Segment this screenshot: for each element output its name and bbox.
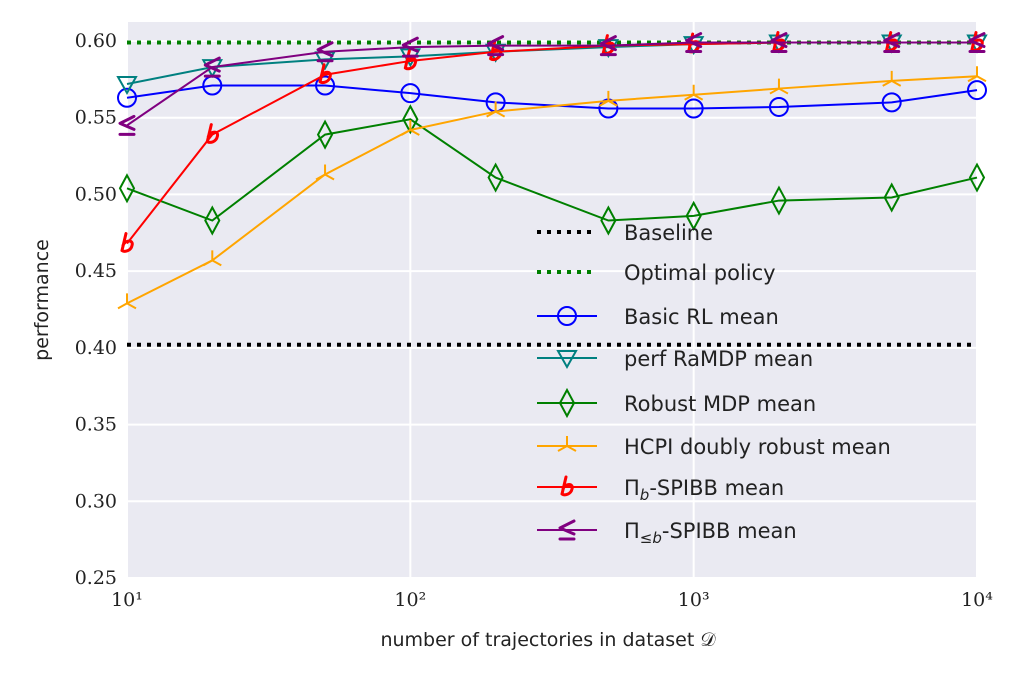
data-point — [598, 90, 618, 107]
series-tri — [117, 66, 987, 310]
data-point — [883, 32, 901, 54]
series-thin-diamond — [118, 104, 986, 236]
series-line — [126, 41, 977, 127]
y-tick-label: 0.25 — [75, 567, 117, 589]
data-point — [118, 114, 136, 136]
legend-entry: Baseline — [537, 221, 713, 245]
data-point — [318, 63, 332, 85]
legend-marker — [556, 350, 578, 370]
data-point — [120, 232, 134, 253]
data-point — [117, 87, 137, 108]
data-point — [401, 36, 419, 58]
y-tick-label: 0.35 — [75, 414, 117, 436]
series-line — [126, 75, 978, 305]
legend-entry: HCPI doubly robust mean — [537, 435, 891, 459]
legend-marker — [558, 519, 576, 541]
data-point — [882, 70, 902, 87]
data-point — [118, 173, 136, 204]
data-point — [203, 56, 221, 78]
y-tick-label: 0.30 — [75, 490, 117, 512]
legend-entry: Optimal policy — [537, 261, 776, 285]
legend-label: Basic RL mean — [624, 305, 779, 329]
legend-label: HCPI doubly robust mean — [624, 435, 891, 459]
data-point — [486, 101, 506, 118]
data-point — [315, 164, 335, 181]
data-point — [316, 41, 334, 63]
plot-area — [127, 22, 977, 578]
y-tick-label: 0.40 — [75, 337, 117, 359]
data-point — [768, 96, 789, 117]
legend-entry: Basic RL mean — [537, 305, 779, 329]
x-tick-label: 10² — [394, 589, 426, 611]
data-point — [883, 182, 900, 213]
data-point — [202, 250, 222, 267]
data-point — [487, 35, 505, 57]
x-axis-label: number of trajectories in dataset 𝒟 — [380, 629, 716, 651]
series-line — [126, 118, 978, 222]
data-point — [685, 32, 703, 54]
legend-label: Robust MDP mean — [624, 392, 816, 416]
data-point — [967, 66, 987, 83]
data-point — [769, 78, 789, 95]
legend-entry: perf RaMDP mean — [537, 347, 813, 371]
data-point — [967, 80, 987, 101]
legend-label: Optimal policy — [624, 261, 776, 285]
legend-marker — [557, 306, 577, 326]
data-point — [881, 92, 902, 113]
legend-entry: Π≤b-SPIBB mean — [537, 519, 797, 547]
data-point — [117, 293, 137, 310]
data-point — [204, 205, 221, 236]
data-point — [315, 75, 336, 96]
series-leq — [118, 32, 986, 136]
data-point — [968, 162, 986, 193]
x-tick-label: 10⁴ — [961, 589, 993, 611]
data-point — [116, 75, 138, 95]
y-tick-label: 0.50 — [75, 183, 117, 205]
data-point — [968, 32, 986, 54]
x-tick-label: 10³ — [678, 589, 710, 611]
legend-entry: Robust MDP mean — [537, 387, 816, 419]
x-tick-label: 10¹ — [111, 589, 143, 611]
legend-marker — [558, 387, 576, 419]
legend-marker — [560, 475, 574, 497]
y-axis-label: performance — [31, 239, 53, 361]
data-point — [402, 104, 419, 135]
data-point — [205, 123, 220, 144]
y-tick-label: 0.60 — [75, 30, 117, 52]
legend-entry: Πb-SPIBB mean — [537, 475, 784, 504]
legend-label: perf RaMDP mean — [624, 347, 813, 371]
data-point — [683, 98, 704, 119]
data-point — [400, 83, 421, 104]
data-point — [599, 35, 617, 57]
legend-label: Π≤b-SPIBB mean — [624, 519, 797, 547]
data-point — [770, 185, 788, 216]
data-point — [600, 205, 617, 236]
data-point — [685, 200, 702, 232]
data-point — [316, 119, 334, 150]
legend-marker — [557, 436, 577, 452]
y-tick-label: 0.45 — [75, 260, 117, 282]
data-point — [400, 119, 420, 136]
data-point — [403, 49, 418, 71]
data-point — [770, 32, 788, 54]
data-point — [684, 84, 704, 101]
data-point — [487, 162, 504, 193]
legend-label: Baseline — [624, 221, 713, 245]
legend-label: Πb-SPIBB mean — [624, 476, 784, 504]
y-tick-label: 0.55 — [75, 107, 117, 129]
